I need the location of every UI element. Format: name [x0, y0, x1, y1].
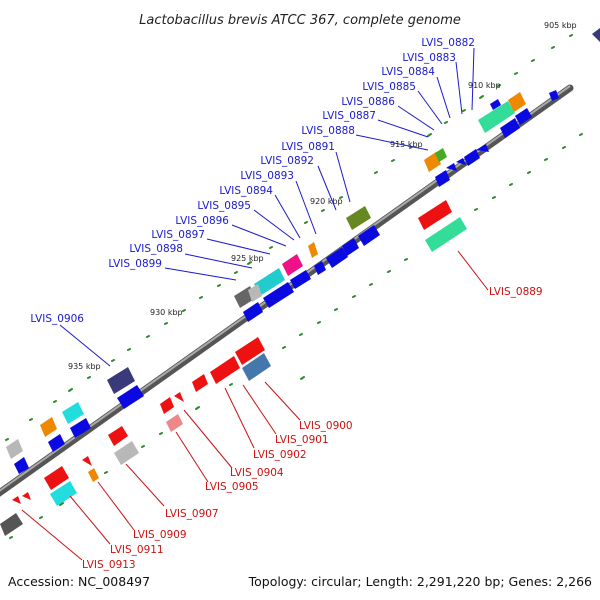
gene-label: LVIS_0885	[362, 81, 416, 93]
gene-label: LVIS_0889	[489, 286, 543, 298]
gene-feature	[192, 374, 208, 392]
gene-feature	[290, 270, 311, 289]
gene-feature	[308, 242, 318, 258]
gene-feature	[478, 101, 515, 133]
gene-feature	[425, 217, 467, 252]
gene-feature	[326, 247, 348, 268]
tick-label: 935 kbp	[68, 362, 101, 371]
gene-feature	[12, 496, 21, 504]
gene-label: LVIS_0891	[281, 141, 335, 153]
gene-feature	[248, 284, 262, 302]
gene-label: LVIS_0907	[165, 508, 219, 520]
gene-feature	[44, 466, 69, 490]
gene-feature	[166, 414, 183, 432]
gene-feature	[243, 302, 263, 322]
gene-labels-upper: LVIS_0882 LVIS_0883 LVIS_0884 LVIS_0885 …	[30, 37, 475, 325]
gene-feature	[549, 90, 559, 101]
gene-feature	[314, 261, 326, 275]
gene-feature	[435, 148, 447, 162]
gene-label: LVIS_0894	[219, 185, 273, 197]
label-leaders-lower	[21, 250, 489, 561]
gene-label: LVIS_0906	[30, 313, 84, 325]
gene-feature	[456, 158, 466, 165]
gene-label: LVIS_0904	[230, 467, 284, 479]
gene-label: LVIS_0913	[82, 559, 136, 571]
gene-label: LVIS_0900	[299, 420, 353, 432]
gene-features-upper	[6, 28, 600, 474]
gene-feature	[476, 144, 489, 152]
gene-feature	[108, 426, 128, 446]
tick-label: 905 kbp	[544, 21, 577, 30]
gene-feature	[500, 118, 520, 138]
gene-feature	[174, 392, 184, 402]
gene-label: LVIS_0899	[108, 258, 162, 270]
accession-text: Accession: NC_008497	[8, 574, 150, 589]
map-title: Lactobacillus brevis ATCC 367, complete …	[139, 13, 461, 28]
gene-feature	[48, 434, 65, 452]
gene-feature	[114, 441, 139, 465]
gene-label: LVIS_0911	[110, 544, 164, 556]
gene-feature	[242, 353, 271, 381]
tick-label: 920 kbp	[310, 197, 343, 206]
gene-labels-lower: LVIS_0889 LVIS_0900 LVIS_0901 LVIS_0902 …	[82, 286, 543, 571]
gene-feature	[6, 439, 23, 459]
gene-label: LVIS_0893	[240, 170, 294, 182]
gene-feature	[50, 481, 77, 506]
gene-label: LVIS_0896	[175, 215, 229, 227]
gene-feature	[346, 206, 371, 230]
gene-feature	[117, 385, 144, 409]
gene-feature	[0, 513, 23, 536]
gene-feature	[62, 402, 84, 424]
gene-feature	[435, 170, 450, 187]
gene-feature	[342, 238, 359, 256]
gene-label: LVIS_0897	[151, 229, 205, 241]
gene-label: LVIS_0892	[260, 155, 314, 167]
gene-label: LVIS_0883	[402, 52, 456, 64]
tick-label: 915 kbp	[390, 140, 423, 149]
gene-label: LVIS_0901	[275, 434, 329, 446]
gene-features-lower	[0, 200, 467, 536]
kbp-tick-labels: 905 kbp 910 kbp 915 kbp 920 kbp 925 kbp …	[68, 21, 577, 371]
gene-label: LVIS_0887	[322, 110, 376, 122]
gene-feature	[88, 468, 99, 482]
tick-dots	[5, 34, 583, 539]
gene-label: LVIS_0884	[381, 66, 435, 78]
gene-label: LVIS_0882	[421, 37, 475, 49]
gene-label: LVIS_0886	[341, 96, 395, 108]
gene-feature	[358, 225, 380, 246]
gene-feature	[14, 457, 29, 474]
gene-feature	[446, 163, 457, 171]
tick-label: 910 kbp	[468, 81, 501, 90]
gene-feature	[418, 200, 452, 230]
tick-label: 930 kbp	[150, 308, 183, 317]
gene-feature	[424, 152, 441, 172]
gene-feature	[515, 108, 532, 125]
gene-feature	[22, 492, 31, 500]
gene-feature	[235, 337, 265, 365]
topology-text: Topology: circular; Length: 2,291,220 bp…	[248, 574, 592, 589]
gene-label: LVIS_0909	[133, 529, 187, 541]
gene-feature	[490, 99, 501, 110]
gene-feature	[592, 28, 600, 42]
gene-feature	[40, 417, 57, 437]
gene-feature	[210, 356, 240, 384]
gene-feature	[254, 268, 285, 296]
gene-label: LVIS_0902	[253, 449, 307, 461]
gene-feature	[282, 254, 303, 276]
gene-feature	[160, 397, 174, 414]
gene-feature	[464, 149, 480, 166]
gene-label: LVIS_0895	[197, 200, 251, 212]
gene-feature	[508, 92, 526, 112]
gene-label: LVIS_0888	[301, 125, 355, 137]
gene-feature	[263, 282, 294, 308]
gene-feature	[107, 367, 135, 394]
gene-label: LVIS_0905	[205, 481, 259, 493]
label-leaders-upper	[59, 47, 475, 367]
tick-label: 925 kbp	[231, 254, 264, 263]
gene-feature	[82, 456, 92, 466]
gene-feature	[70, 418, 91, 438]
gene-label: LVIS_0898	[129, 243, 183, 255]
